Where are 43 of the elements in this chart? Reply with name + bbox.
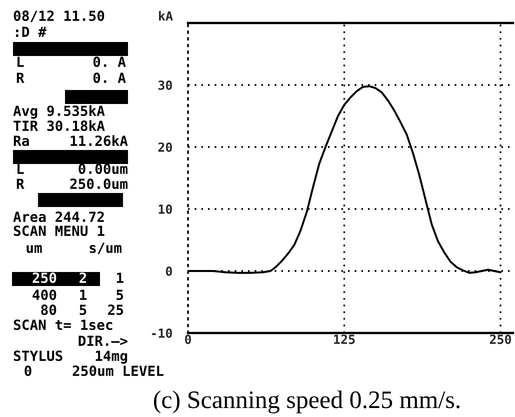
y-tick-label: -10 (152, 328, 172, 338)
text: R (16, 178, 24, 189)
text: R (16, 72, 24, 83)
text: 08/12 11.50 (14, 10, 104, 22)
text: Avg 9.535kA (13, 105, 105, 119)
y-tick-label: 20 (158, 142, 172, 152)
y-tick-label: 30 (158, 80, 172, 90)
text: 0 (24, 366, 32, 376)
text: Area 244.72 (13, 212, 104, 222)
x-tick-label: 125 (334, 334, 355, 344)
text: L (18, 164, 24, 174)
text: 14mg (96, 350, 128, 364)
text: SCAN t= 1sec (14, 320, 112, 330)
text: TIR 30.18kA (14, 120, 105, 132)
text: 1 (80, 290, 87, 300)
text: DIR.—> (78, 336, 128, 346)
y-tick-label: 0 (166, 266, 172, 276)
text: 250.0um (70, 178, 128, 190)
text: (c) Scanning speed 0.25 mm/s. (154, 390, 460, 414)
y-tick-label: 10 (158, 204, 172, 214)
text: 11.26kA (70, 135, 128, 146)
text: 2 (80, 272, 86, 283)
text: 0. A (93, 56, 126, 68)
text: 0.00um (78, 164, 128, 174)
text: 5 (116, 290, 124, 300)
text: 0. A (93, 72, 126, 84)
text: s/um (90, 242, 122, 254)
text: 1 (116, 272, 124, 283)
text: um (26, 245, 42, 254)
x-tick-label: 0 (184, 334, 192, 344)
text: 25 (108, 304, 124, 316)
text: Ra (14, 136, 29, 146)
text: :D # (16, 26, 46, 37)
text: 5 (80, 304, 86, 316)
text: STYLUS (14, 350, 62, 362)
text: SCAN MENU 1 (14, 226, 104, 236)
x-tick-label: 250 (490, 334, 512, 344)
text: L (18, 56, 24, 67)
text: 80 (41, 304, 56, 316)
y-axis-title: kA (159, 10, 173, 20)
text: 250um LEVEL (72, 366, 164, 376)
text: 250 (32, 272, 56, 284)
text: 400 (32, 290, 56, 300)
